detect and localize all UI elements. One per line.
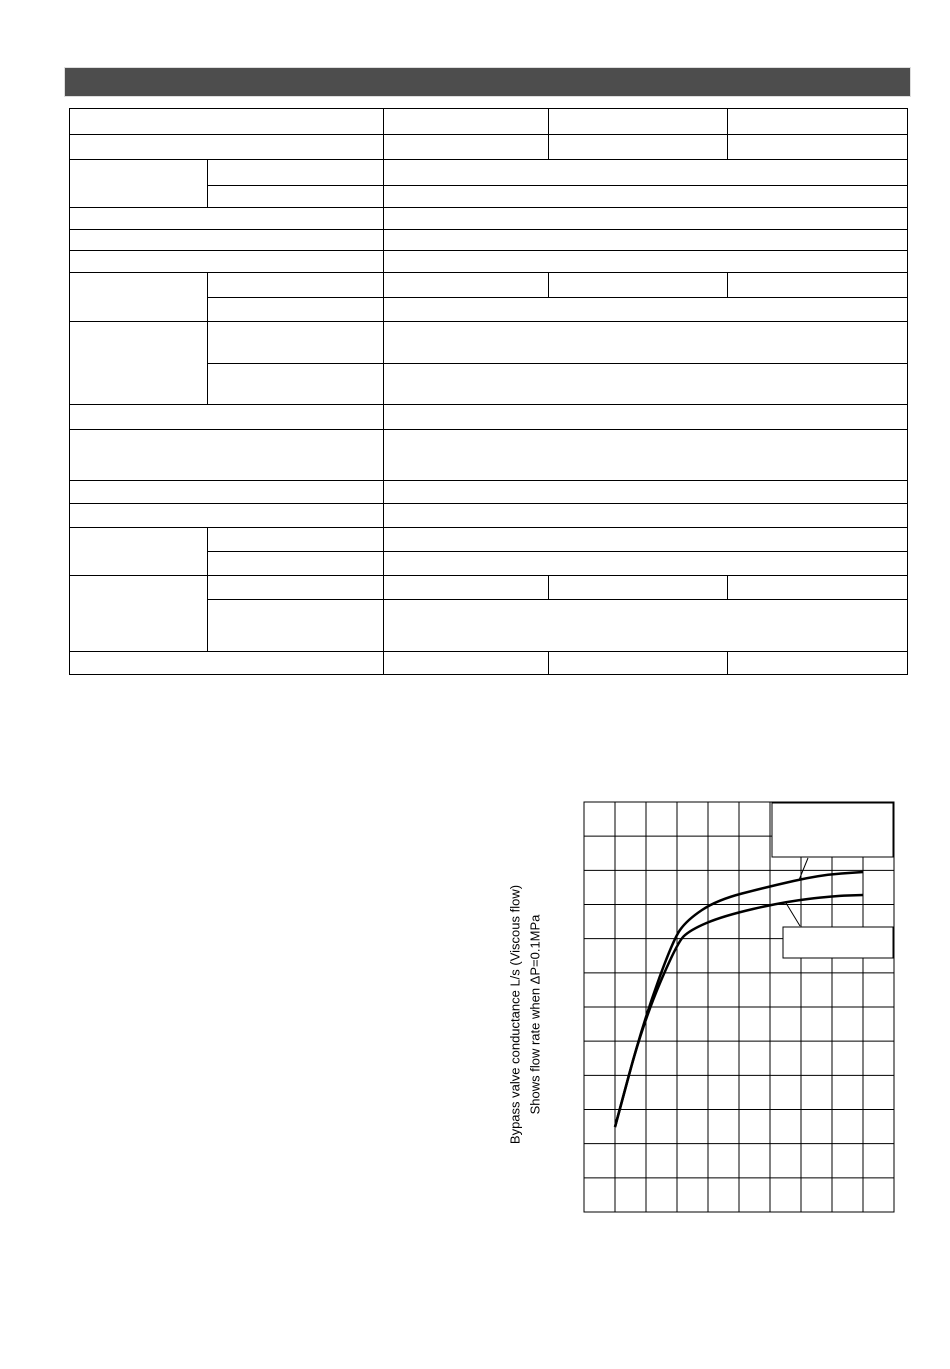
callout-leader-upper: [798, 857, 809, 881]
spec-table: [69, 108, 908, 675]
cell: [383, 134, 549, 160]
cell: [383, 551, 908, 576]
cell: [207, 363, 384, 405]
cell: [727, 272, 908, 298]
cell: [69, 651, 384, 675]
cell: [207, 321, 384, 364]
cell: [69, 321, 208, 405]
cell: [383, 503, 908, 528]
section-header-bar: [64, 67, 911, 97]
cell: [69, 134, 384, 160]
callout-box-upper: [771, 802, 894, 858]
cell: [727, 651, 908, 675]
cell: [207, 159, 384, 186]
cell: [207, 527, 384, 552]
cell: [383, 108, 549, 135]
plot-frame: [583, 801, 895, 1213]
cell: [69, 575, 208, 652]
cell: [383, 651, 549, 675]
cell: [69, 404, 384, 430]
cell: [207, 297, 384, 322]
cell: [383, 272, 549, 298]
cell: [207, 599, 384, 652]
cell: [383, 363, 908, 405]
cell: [207, 272, 384, 298]
series-line-lower: [613, 893, 864, 1128]
cell: [727, 134, 908, 160]
callout-leader-lower: [785, 902, 801, 927]
cell: [383, 159, 908, 186]
cell: [69, 159, 208, 208]
callout-box-lower: [782, 926, 894, 959]
cell: [383, 575, 549, 600]
cell: [69, 503, 384, 528]
cell: [548, 651, 728, 675]
